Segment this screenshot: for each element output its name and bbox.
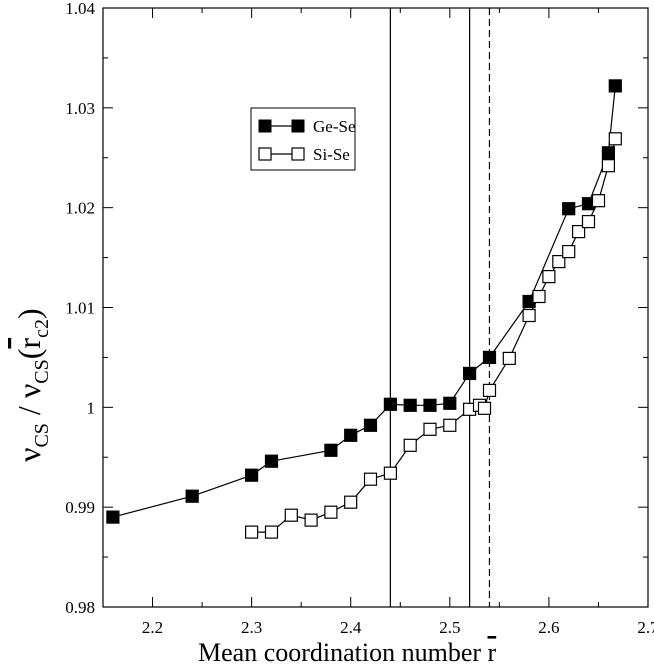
- legend: Ge-Se Si-Se: [250, 107, 356, 171]
- data-point-ge-se: [344, 428, 358, 442]
- data-point-si-se: [324, 505, 338, 519]
- y-title-paren-close: ): [11, 308, 47, 319]
- y-title-paren-open: (: [11, 349, 47, 360]
- data-point-ge-se: [608, 79, 622, 93]
- data-point-si-se: [477, 401, 492, 415]
- x-tick-label: 2.3: [241, 618, 262, 637]
- data-point-si-se: [423, 422, 437, 436]
- x-tick-label: 2.2: [142, 618, 163, 637]
- y-tick-label: 1: [87, 398, 96, 417]
- data-point-ge-se: [106, 510, 120, 524]
- y-title-nu: ν: [11, 448, 47, 462]
- data-point-ge-se: [363, 418, 378, 432]
- data-point-si-se: [264, 525, 279, 539]
- legend-entry-si-se: Si-Se: [258, 145, 350, 164]
- x-tick-label: 2.5: [439, 618, 460, 637]
- x-tick-label: 2.6: [538, 618, 559, 637]
- data-point-si-se: [542, 270, 556, 284]
- data-point-ge-se: [264, 454, 279, 468]
- data-point-si-se: [591, 194, 606, 208]
- data-point-ge-se: [423, 398, 437, 412]
- data-point-ge-se: [185, 489, 199, 503]
- legend-marker-ge-se: [291, 119, 305, 133]
- series-si-se: [245, 132, 622, 539]
- data-point-si-se: [522, 308, 536, 323]
- y-title-r: r: [11, 338, 47, 349]
- legend-label-ge-se: Ge-Se: [313, 117, 355, 136]
- x-tick-label: 2.4: [340, 618, 362, 637]
- series-line-si-se: [251, 138, 616, 533]
- legend-marker-si-se: [258, 147, 272, 161]
- y-tick-label: 0.98: [65, 598, 95, 617]
- data-point-si-se: [284, 508, 298, 522]
- data-point-si-se: [562, 245, 576, 259]
- y-tick-label: 1.03: [65, 99, 95, 118]
- y-tick-label: 1.02: [65, 199, 95, 218]
- tick-labels: 2.2 2.3 2.4 2.5 2.6 2.7 0.98 0.99 1 1.01 1.02 1.03 1…: [65, 0, 654, 637]
- data-point-ge-se: [383, 397, 397, 411]
- y-tick-label: 1.01: [65, 299, 95, 318]
- x-tick-label: 2.7: [637, 618, 654, 637]
- data-point-si-se: [363, 472, 378, 486]
- y-title-sep: /: [11, 398, 47, 423]
- data-point-ge-se: [443, 396, 457, 410]
- data-point-si-se: [581, 215, 596, 229]
- data-point-si-se: [304, 513, 318, 527]
- x-axis-title: Mean coordination number r: [198, 638, 497, 667]
- y-title-nu2-sub: CS: [31, 359, 53, 383]
- data-point-si-se: [482, 383, 497, 397]
- data-point-si-se: [245, 525, 259, 539]
- data-point-si-se: [608, 132, 622, 146]
- data-point-si-se: [601, 159, 616, 173]
- series-layer: [106, 79, 622, 539]
- legend-entry-ge-se: Ge-Se: [258, 117, 355, 136]
- legend-marker-ge-se: [258, 119, 272, 133]
- data-point-ge-se: [463, 366, 477, 380]
- data-point-ge-se: [403, 398, 417, 412]
- y-title-nu2: ν: [11, 384, 47, 398]
- x-axis-title-text: Mean coordination number: [198, 638, 488, 667]
- legend-label-si-se: Si-Se: [313, 145, 350, 164]
- y-tick-label: 0.99: [65, 498, 95, 517]
- plot-frame: [102, 7, 649, 608]
- data-point-ge-se: [245, 468, 259, 482]
- y-title-nu-sub: CS: [31, 423, 53, 447]
- legend-marker-si-se: [291, 147, 305, 161]
- data-point-si-se: [571, 225, 586, 239]
- data-point-si-se: [403, 438, 417, 452]
- x-axis-title-symbol: r: [488, 638, 497, 667]
- data-point-ge-se: [562, 202, 576, 216]
- data-point-si-se: [443, 418, 457, 432]
- y-title-r-sub: c2: [31, 319, 53, 338]
- data-point-si-se: [552, 255, 566, 269]
- data-point-ge-se: [324, 443, 338, 457]
- data-point-si-se: [344, 495, 358, 509]
- data-point-ge-se: [482, 350, 497, 364]
- data-point-si-se: [532, 289, 546, 304]
- y-tick-label: 1.04: [65, 0, 95, 18]
- data-point-si-se: [502, 351, 516, 365]
- y-axis-title: νCS / νCS(rc2): [11, 308, 53, 462]
- series-ge-se: [106, 79, 622, 524]
- reference-lines: [389, 8, 491, 607]
- axis-ticks: [102, 7, 649, 608]
- data-point-si-se: [383, 466, 397, 480]
